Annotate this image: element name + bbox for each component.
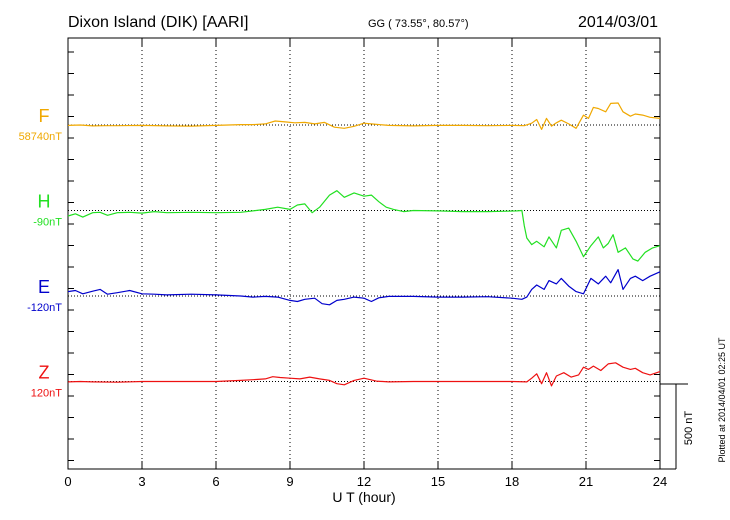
- trace-e: [67, 269, 661, 306]
- scale-bar-label: 500 nT: [683, 411, 695, 446]
- component-baseline-z: 120nT: [31, 388, 62, 400]
- x-tick-label-15: 15: [431, 474, 445, 489]
- scale-bar: 500 nT: [660, 383, 695, 470]
- component-name-h: H: [38, 192, 51, 212]
- x-tick-label-9: 9: [286, 474, 293, 489]
- x-tick-label-0: 0: [64, 474, 71, 489]
- grid-lines: [68, 38, 660, 469]
- axis-ticks: 0 3 6 9 12 15 18 21 24: [64, 38, 667, 489]
- observation-date: 2014/03/01: [578, 14, 658, 31]
- trace-f: [67, 102, 661, 130]
- component-name-f: F: [39, 106, 50, 126]
- plotted-timestamp: Plotted at 2014/04/01 02:25 UT: [717, 337, 727, 463]
- component-baseline-f: 58740nT: [19, 131, 63, 143]
- component-baseline-e: -120nT: [27, 302, 62, 314]
- x-tick-label-18: 18: [505, 474, 519, 489]
- x-tick-label-12: 12: [357, 474, 371, 489]
- x-tick-label-3: 3: [138, 474, 145, 489]
- x-tick-label-6: 6: [212, 474, 219, 489]
- trace-h: [67, 190, 661, 262]
- x-tick-label-21: 21: [579, 474, 593, 489]
- component-name-e: E: [38, 277, 50, 297]
- component-labels: F 58740nT H -90nT E -120nT Z 120nT: [19, 106, 63, 400]
- x-axis-label: U T (hour): [332, 489, 395, 505]
- station-coordinates: GG ( 73.55°, 80.57°): [368, 18, 469, 30]
- data-traces: [67, 102, 661, 387]
- component-baseline-h: -90nT: [33, 217, 62, 229]
- station-title: Dixon Island (DIK) [AARI]: [68, 14, 249, 31]
- x-tick-label-24: 24: [653, 474, 667, 489]
- trace-z: [67, 362, 661, 387]
- component-name-z: Z: [39, 363, 50, 383]
